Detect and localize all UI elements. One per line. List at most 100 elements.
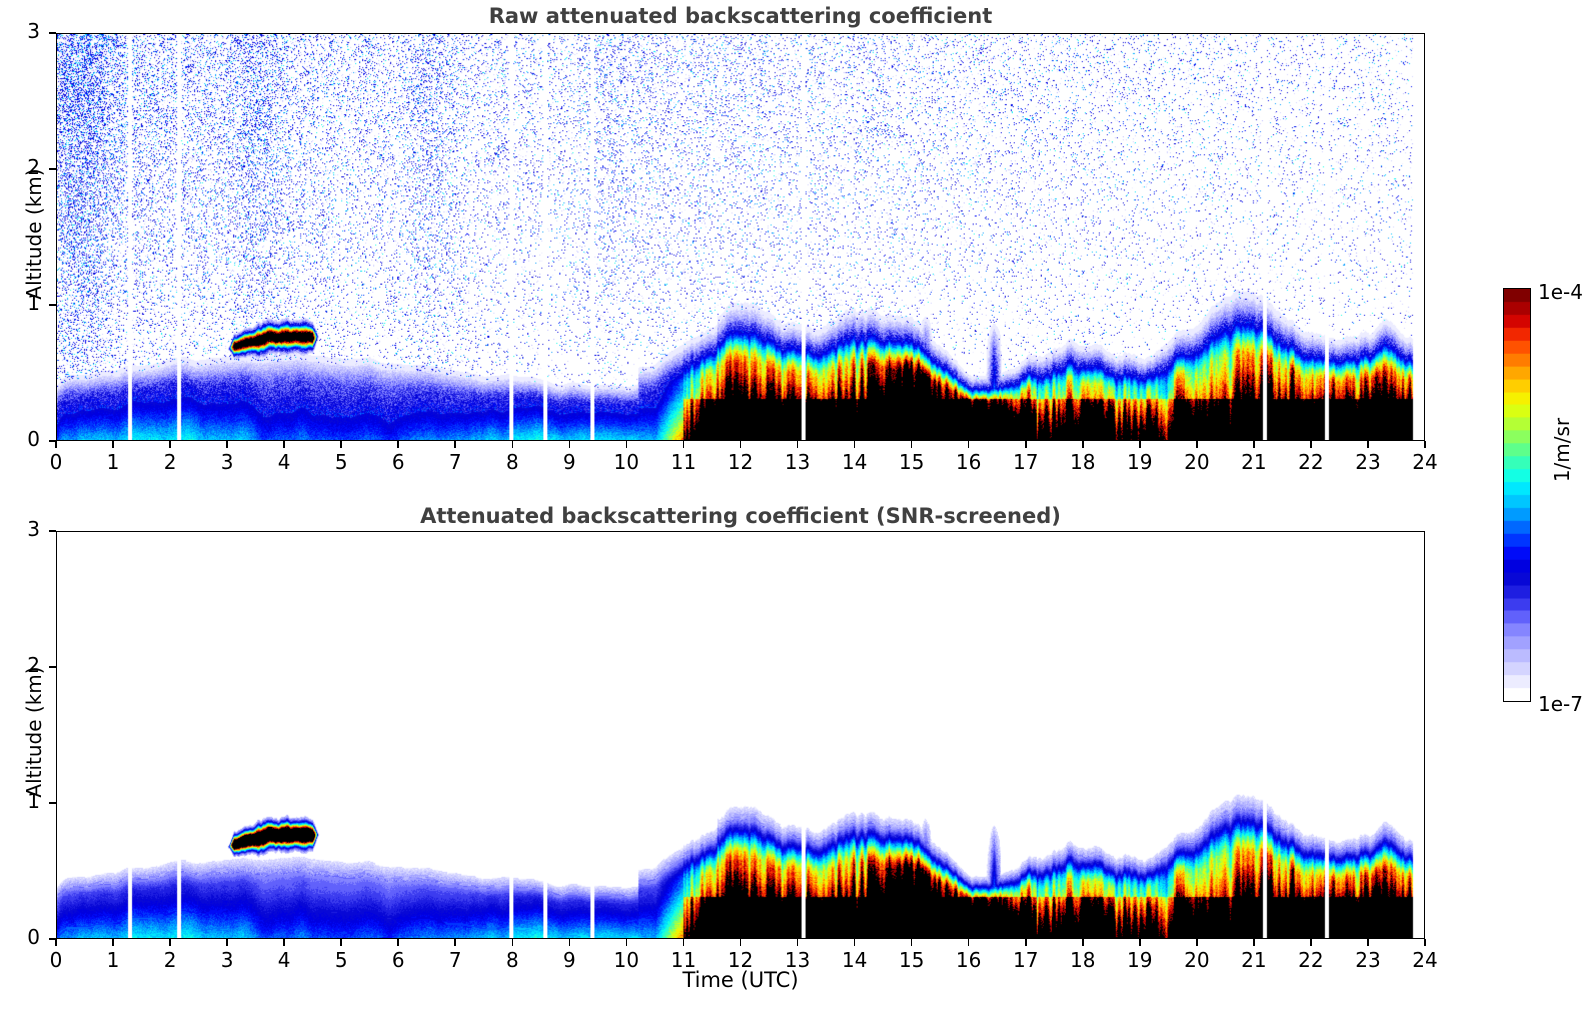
x-tick [169, 939, 171, 946]
x-tick-label: 18 [1070, 450, 1096, 474]
x-tick-label: 4 [277, 450, 291, 474]
x-tick-label: 19 [1127, 948, 1153, 972]
x-tick-label: 0 [49, 948, 63, 972]
x-tick [1081, 939, 1084, 946]
y-tick-label: 3 [27, 19, 40, 43]
x-tick-label: 6 [391, 948, 405, 972]
y-tick [49, 440, 56, 442]
x-tick [1310, 939, 1312, 946]
x-tick [112, 441, 114, 448]
colorbar [1503, 288, 1531, 702]
y-tick [49, 802, 56, 804]
colorbar-max-label: 1e-4 [1538, 280, 1583, 304]
x-tick [169, 441, 171, 448]
x-tick [625, 939, 628, 946]
x-tick-label: 21 [1241, 450, 1267, 474]
x-tick [796, 441, 799, 448]
x-tick-label: 8 [505, 450, 519, 474]
x-tick [682, 441, 685, 448]
x-tick-label: 17 [1012, 450, 1039, 474]
x-tick-label: 24 [1412, 948, 1438, 972]
x-tick-label: 15 [898, 450, 925, 474]
x-tick [397, 441, 400, 448]
x-tick-label: 22 [1298, 450, 1324, 474]
x-tick-label: 23 [1355, 948, 1381, 972]
y-tick [49, 530, 56, 532]
x-tick [1253, 441, 1255, 448]
top-panel-heatmap [57, 34, 1424, 440]
x-tick-label: 1 [106, 450, 120, 474]
x-tick [1024, 441, 1027, 448]
x-tick-label: 21 [1241, 948, 1267, 972]
x-tick-label: 22 [1298, 948, 1324, 972]
x-tick-label: 6 [391, 450, 405, 474]
x-tick-label: 11 [670, 948, 697, 972]
x-tick-label: 3 [220, 948, 234, 972]
x-tick-label: 20 [1184, 948, 1210, 972]
x-tick-label: 19 [1127, 450, 1153, 474]
x-tick [967, 939, 970, 946]
x-tick [1196, 939, 1198, 946]
x-tick-label: 11 [670, 450, 697, 474]
x-tick [910, 939, 913, 946]
x-tick [1367, 939, 1369, 946]
x-tick-label: 9 [563, 450, 576, 474]
x-tick-label: 7 [448, 948, 462, 972]
y-tick-label: 0 [27, 925, 40, 949]
x-tick [340, 939, 342, 946]
bottom-panel-title: Attenuated backscattering coefficient (S… [420, 504, 1061, 528]
x-tick-label: 12 [727, 948, 754, 972]
x-tick [226, 939, 228, 946]
y-tick-label: 0 [27, 427, 40, 451]
x-tick-label: 13 [784, 948, 811, 972]
colorbar-gradient [1504, 289, 1530, 701]
x-tick-label: 3 [220, 450, 234, 474]
y-tick-label: 2 [27, 155, 40, 179]
bottom-panel-x-axis-label: Time (UTC) [682, 968, 799, 992]
x-tick [568, 939, 571, 946]
x-tick-label: 13 [784, 450, 811, 474]
x-tick-label: 12 [727, 450, 754, 474]
y-tick [49, 32, 56, 34]
x-tick-label: 14 [841, 450, 868, 474]
x-tick [1253, 939, 1255, 946]
top-panel-title: Raw attenuated backscattering coefficien… [488, 4, 993, 28]
x-tick-label: 0 [49, 450, 63, 474]
x-tick [1138, 939, 1141, 946]
x-tick-label: 24 [1412, 450, 1438, 474]
x-tick [1424, 441, 1426, 448]
x-tick [796, 939, 799, 946]
x-tick [112, 939, 114, 946]
x-tick-label: 23 [1355, 450, 1381, 474]
x-tick [340, 441, 342, 448]
x-tick [1081, 441, 1084, 448]
y-tick [49, 938, 56, 940]
x-tick [1024, 939, 1027, 946]
x-tick-label: 2 [163, 450, 177, 474]
bottom-panel-plot-area [56, 531, 1425, 939]
x-tick [511, 939, 514, 946]
x-tick-label: 20 [1184, 450, 1210, 474]
x-tick [55, 939, 57, 946]
x-tick [910, 441, 913, 448]
x-tick [1138, 441, 1141, 448]
y-tick-label: 3 [27, 517, 40, 541]
y-tick [49, 666, 56, 668]
x-tick [853, 441, 856, 448]
colorbar-unit-label: 1/m/sr [1550, 417, 1574, 483]
x-tick-label: 1 [106, 948, 120, 972]
x-tick-label: 10 [613, 450, 640, 474]
x-tick [625, 441, 628, 448]
x-tick [55, 441, 57, 448]
top-panel-plot-area [56, 33, 1425, 441]
x-tick-label: 5 [334, 948, 348, 972]
x-tick [853, 939, 856, 946]
y-tick [49, 304, 56, 306]
x-tick-label: 8 [505, 948, 519, 972]
x-tick-label: 14 [841, 948, 868, 972]
x-tick-label: 4 [277, 948, 291, 972]
x-tick-label: 15 [898, 948, 925, 972]
y-tick-label: 1 [27, 291, 40, 315]
colorbar-min-label: 1e-7 [1538, 692, 1583, 716]
